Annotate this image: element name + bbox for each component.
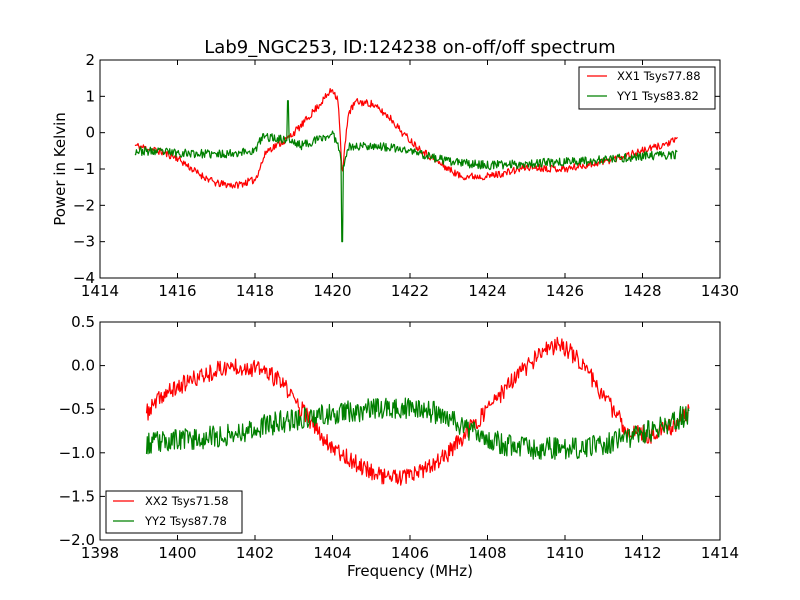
top-chart-ticks: 1414 1416 1418 1420 1422 1424 1426 1428 1430 −4 −3…: [73, 51, 739, 300]
top-chart-series: [134, 87, 678, 243]
top-chart-y-tick-label: −2: [73, 196, 95, 214]
bottom-chart-x-tick-label: 1410: [546, 544, 584, 562]
top-chart-x-tick-label: 1422: [391, 282, 429, 300]
top-chart-x-tick-label: 1420: [313, 282, 351, 300]
bottom-chart-x-tick-label: 1404: [313, 544, 351, 562]
bottom-chart-legend-box: [105, 490, 243, 534]
bottom-chart-y-tick-label: 0.0: [71, 357, 95, 375]
top-chart-legend-box: [578, 66, 716, 110]
top-chart-y-tick-label: −1: [73, 160, 95, 178]
top-chart-y-tick-label: 2: [85, 51, 95, 69]
bottom-chart-y-tick-label: −0.5: [59, 400, 95, 418]
bottom-chart-x-tick-label: 1414: [701, 544, 739, 562]
top-chart-y-tick-label: −3: [73, 233, 95, 251]
bottom-chart-x-tick-label: 1412: [623, 544, 661, 562]
bottom-chart: 1398 1400 1402 1404 1406 1408 1410 1412 1414 −2.0…: [59, 313, 740, 580]
top-chart-y-tick-label: 0: [85, 124, 95, 142]
bottom-chart-x-tick-label: 1402: [236, 544, 274, 562]
bottom-chart-x-tick-label: 1408: [468, 544, 506, 562]
top-chart-x-tick-label: 1414: [81, 282, 119, 300]
top-chart-x-tick-label: 1424: [468, 282, 506, 300]
bottom-chart-y-tick-label: −1.5: [59, 487, 95, 505]
bottom-chart-y-tick-label: −2.0: [59, 531, 95, 549]
legend-label-xx2: XX2 Tsys71.58: [145, 494, 229, 508]
top-chart-y-tick-label: 1: [85, 87, 95, 105]
top-chart-x-tick-label: 1416: [158, 282, 196, 300]
legend-label-xx1: XX1 Tsys77.88: [617, 69, 701, 83]
bottom-chart-series: [145, 336, 690, 486]
top-chart-y-axis-label: Power in Kelvin: [51, 112, 69, 226]
top-chart-x-tick-label: 1428: [623, 282, 661, 300]
top-chart-legend: XX1 Tsys77.88 YY1 Tsys83.82: [578, 66, 716, 110]
bottom-chart-x-tick-label: 1400: [158, 544, 196, 562]
bottom-chart-x-axis-label: Frequency (MHz): [347, 562, 473, 580]
top-chart-x-tick-label: 1418: [236, 282, 274, 300]
bottom-chart-x-tick-label: 1406: [391, 544, 429, 562]
legend-label-yy2: YY2 Tsys87.78: [144, 514, 227, 528]
bottom-chart-legend: XX2 Tsys71.58 YY2 Tsys87.78: [105, 490, 243, 534]
bottom-chart-y-tick-label: −1.0: [59, 444, 95, 462]
bottom-chart-ticks: 1398 1400 1402 1404 1406 1408 1410 1412 1414 −2.0…: [59, 313, 740, 562]
top-chart-y-tick-label: −4: [73, 269, 95, 287]
bottom-chart-series-line-yy2: [145, 397, 690, 460]
top-chart-title: Lab9_NGC253, ID:124238 on-off/off spectr…: [204, 37, 615, 58]
bottom-chart-axes-frame: [99, 321, 721, 541]
top-chart-axes-frame: [99, 59, 721, 279]
top-chart: Lab9_NGC253, ID:124238 on-off/off spectr…: [51, 37, 739, 300]
bottom-chart-y-tick-label: 0.5: [71, 313, 95, 331]
top-chart-series-line-yy1: [134, 100, 678, 243]
bottom-chart-x-tick-label: 1398: [81, 544, 119, 562]
bottom-chart-series-line-xx2: [145, 336, 690, 486]
top-chart-x-tick-label: 1426: [546, 282, 584, 300]
top-chart-x-tick-label: 1430: [701, 282, 739, 300]
legend-label-yy1: YY1 Tsys83.82: [616, 89, 699, 103]
